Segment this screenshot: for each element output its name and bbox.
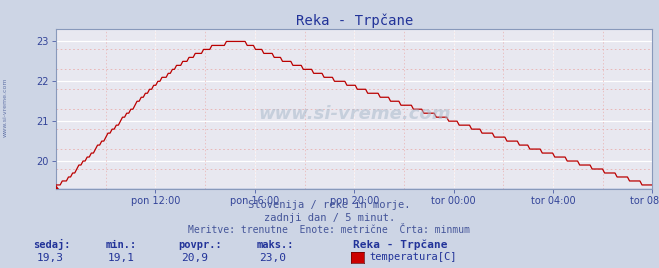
Text: maks.:: maks.: [257, 240, 295, 250]
Text: www.si-vreme.com: www.si-vreme.com [3, 77, 8, 137]
Text: 20,9: 20,9 [181, 253, 208, 263]
Text: Slovenija / reke in morje.: Slovenija / reke in morje. [248, 200, 411, 210]
Text: www.si-vreme.com: www.si-vreme.com [258, 105, 451, 123]
Text: zadnji dan / 5 minut.: zadnji dan / 5 minut. [264, 213, 395, 223]
Text: 19,3: 19,3 [36, 253, 63, 263]
Text: sedaj:: sedaj: [33, 239, 71, 250]
Text: 19,1: 19,1 [107, 253, 134, 263]
Text: 23,0: 23,0 [259, 253, 286, 263]
Text: temperatura[C]: temperatura[C] [369, 252, 457, 262]
Text: min.:: min.: [105, 240, 136, 250]
Text: Reka - Trpčane: Reka - Trpčane [353, 239, 447, 250]
Title: Reka - Trpčane: Reka - Trpčane [296, 14, 413, 28]
Text: Meritve: trenutne  Enote: metrične  Črta: minmum: Meritve: trenutne Enote: metrične Črta: … [188, 225, 471, 235]
Text: povpr.:: povpr.: [178, 240, 221, 250]
